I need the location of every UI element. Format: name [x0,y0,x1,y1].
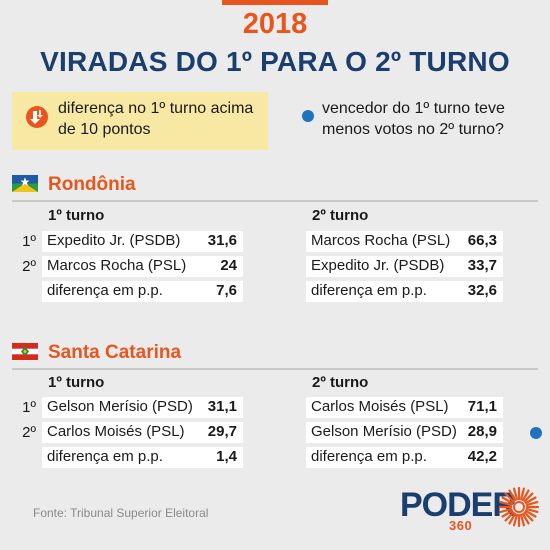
sun-ray [499,500,513,507]
table-cell: diferença em p.p. 1,4 [42,447,243,468]
row-label: 2º [22,424,36,441]
table-cell: Marcos Rocha (PSL) 66,3 [306,231,503,252]
sun-core [513,501,525,513]
legend-diff-label: diferença no 1º turno acima de 10 pontos [58,100,254,138]
sun-ray [504,511,515,522]
lost-votes-marker-dot [530,427,542,439]
candidate-name: Carlos Moisés (PSL) [311,398,449,415]
sun-ray [521,489,530,502]
section-divider [12,200,538,202]
candidate-name: Expedito Jr. (PSDB) [311,257,445,274]
legend-marker-dot [302,110,314,122]
table-cell: Gelson Merísio (PSD) 28,9 [306,422,503,443]
top-accent-rule [222,0,328,5]
table-cell: Carlos Moisés (PSL) 29,7 [42,422,243,443]
diff-value: 32,6 [467,282,497,299]
sun-ray [504,492,515,503]
vote-percent: 71,1 [467,398,497,415]
logo-wordmark: PODER [400,486,517,524]
diff-label: diferença em p.p. [311,282,427,299]
sun-ray [525,500,539,507]
table-cell: Expedito Jr. (PSDB) 31,6 [42,231,243,252]
round1-header: 1º turno [48,374,105,391]
sun-ray [519,487,526,501]
candidate-name: Carlos Moisés (PSL) [47,423,185,440]
round2-header: 2º turno [312,207,369,224]
sun-ray [512,487,519,501]
candidate-name: Gelson Merísio (PSD) [47,398,193,415]
santa-catarina-flag-icon [12,343,38,360]
round1-header: 1º turno [48,207,105,224]
table-cell: diferença em p.p. 32,6 [306,281,503,302]
table-cell: Gelson Merísio (PSD) 31,1 [42,397,243,418]
table-cell: Expedito Jr. (PSDB) 33,7 [306,256,503,277]
vote-percent: 29,7 [207,423,237,440]
candidate-name: Expedito Jr. (PSDB) [47,232,181,249]
vote-percent: 31,6 [207,232,237,249]
diff-value: 7,6 [216,282,237,299]
legend-marker-label: vencedor do 1º turno teve menos votos no… [322,100,505,138]
chart-year: 2018 [242,8,308,40]
sun-ray [524,496,537,505]
vote-percent: 24 [220,257,237,274]
sunburst-logo-icon [498,486,540,528]
legend-box [12,92,268,150]
vote-percent: 31,1 [207,398,237,415]
table-cell: diferença em p.p. 42,2 [306,447,503,468]
sun-ray [525,507,539,514]
sun-ray [519,513,526,527]
diff-label: diferença em p.p. [47,282,163,299]
candidate-name: Marcos Rocha (PSL) [311,232,451,249]
sun-ray [521,512,530,525]
sun-ray [523,511,534,522]
sun-ray [524,509,537,518]
diff-value: 42,2 [467,448,497,465]
row-label: 1º [22,399,36,416]
table-cell: Carlos Moisés (PSL) 71,1 [306,397,503,418]
sun-ray [501,496,514,505]
table-cell: Marcos Rocha (PSL) 24 [42,256,243,277]
sun-ray [499,507,513,514]
sun-ray [508,489,517,502]
vote-percent: 28,9 [467,423,497,440]
sun-ray [508,512,517,525]
vote-percent: 66,3 [467,232,497,249]
row-label: 2º [22,258,36,275]
state-title-rondonia: Rondônia [48,174,136,195]
sun-ray [501,509,514,518]
candidate-name: Gelson Merísio (PSD) [311,423,457,440]
logo-number: 360 [449,518,473,533]
table-cell: diferença em p.p. 7,6 [42,281,243,302]
rondonia-flag-icon [12,175,38,192]
down-arrow-icon [26,106,48,128]
sun-ray [512,513,519,527]
candidate-name: Marcos Rocha (PSL) [47,257,187,274]
sun-ray [523,492,534,503]
chart-title: VIRADAS DO 1º PARA O 2º TURNO [40,46,510,77]
source-note: Fonte: Tribunal Superior Eleitoral [33,506,209,520]
diff-label: diferença em p.p. [47,448,163,465]
diff-value: 1,4 [216,448,237,465]
round2-header: 2º turno [312,374,369,391]
section-divider [12,368,538,370]
diff-label: diferença em p.p. [311,448,427,465]
row-label: 1º [22,233,36,250]
state-title-santa-catarina: Santa Catarina [48,342,182,363]
vote-percent: 33,7 [467,257,497,274]
